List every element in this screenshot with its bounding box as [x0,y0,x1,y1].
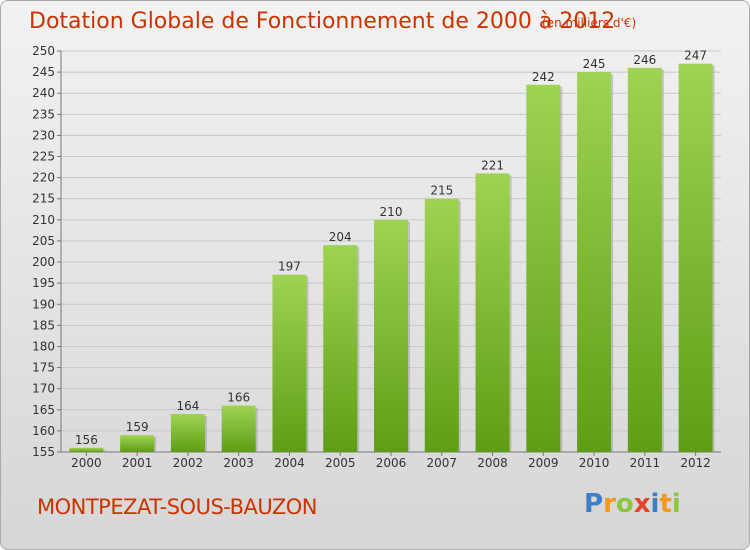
logo-letter: i [671,489,681,519]
x-tick-label: 2012 [680,456,711,470]
x-tick-label: 2007 [426,456,457,470]
x-tick-label: 2009 [528,456,559,470]
y-tick-label: 215 [32,192,55,206]
y-tick-label: 185 [32,318,55,332]
bar [120,435,155,452]
bar [475,173,510,452]
bar-value-label: 197 [278,260,301,274]
y-tick-label: 160 [32,424,55,438]
y-tick-label: 245 [32,65,55,79]
x-tick-label: 2008 [477,456,508,470]
logo-letter: x [633,489,651,519]
x-tick-label: 2011 [630,456,661,470]
y-tick-label: 180 [32,339,55,353]
bar [221,405,256,452]
x-tick-label: 2003 [223,456,254,470]
bar-value-label: 247 [684,49,707,63]
x-tick-label: 2005 [325,456,356,470]
chart-unit-label: (en milliers d'€) [542,16,637,30]
bar-value-label: 245 [583,57,606,71]
x-tick-label: 2001 [122,456,153,470]
bar [526,84,561,452]
y-tick-label: 170 [32,382,55,396]
y-tick-label: 205 [32,234,55,248]
y-tick-label: 240 [32,86,55,100]
bar [272,274,307,452]
bar-value-label: 204 [329,230,352,244]
y-tick-label: 235 [32,107,55,121]
bar-value-label: 246 [633,53,656,67]
y-tick-label: 155 [32,445,55,459]
y-tick-label: 165 [32,403,55,417]
logo-letter: P [584,489,604,519]
bar [374,219,408,452]
bar-value-label: 159 [126,420,149,434]
y-tick-label: 250 [32,44,55,58]
logo-letter: i [650,489,660,519]
x-tick-label: 2006 [376,456,407,470]
bar [323,245,358,452]
x-tick-label: 2002 [173,456,204,470]
y-tick-label: 230 [32,128,55,142]
y-tick-label: 220 [32,171,55,185]
x-tick-label: 2000 [71,456,102,470]
bar-value-label: 221 [481,158,504,172]
y-tick-label: 200 [32,255,55,269]
bar-value-label: 242 [532,70,555,84]
x-tick-label: 2004 [274,456,305,470]
bar-value-label: 164 [176,399,199,413]
y-tick-label: 195 [32,276,55,290]
y-tick-label: 175 [32,361,55,375]
x-tick-label: 2010 [579,456,610,470]
bar [577,72,612,453]
bar-value-label: 156 [75,433,98,447]
commune-name: MONTPEZAT-SOUS-BAUZON [37,495,318,519]
bar [170,414,205,452]
y-tick-label: 225 [32,150,55,164]
bar-value-label: 215 [430,184,453,198]
logo-letter: o [615,489,634,519]
bar [627,67,662,452]
bar [69,447,104,452]
y-tick-label: 190 [32,297,55,311]
bar [678,63,713,453]
bar-value-label: 210 [380,205,403,219]
proxiti-logo: Proxiti [584,489,681,519]
bar [424,198,459,452]
logo-letter: r [603,489,616,519]
y-tick-label: 210 [32,213,55,227]
chart-title: Dotation Globale de Fonctionnement de 20… [29,9,616,34]
logo-letter: t [659,489,672,519]
bar-value-label: 166 [227,391,250,405]
